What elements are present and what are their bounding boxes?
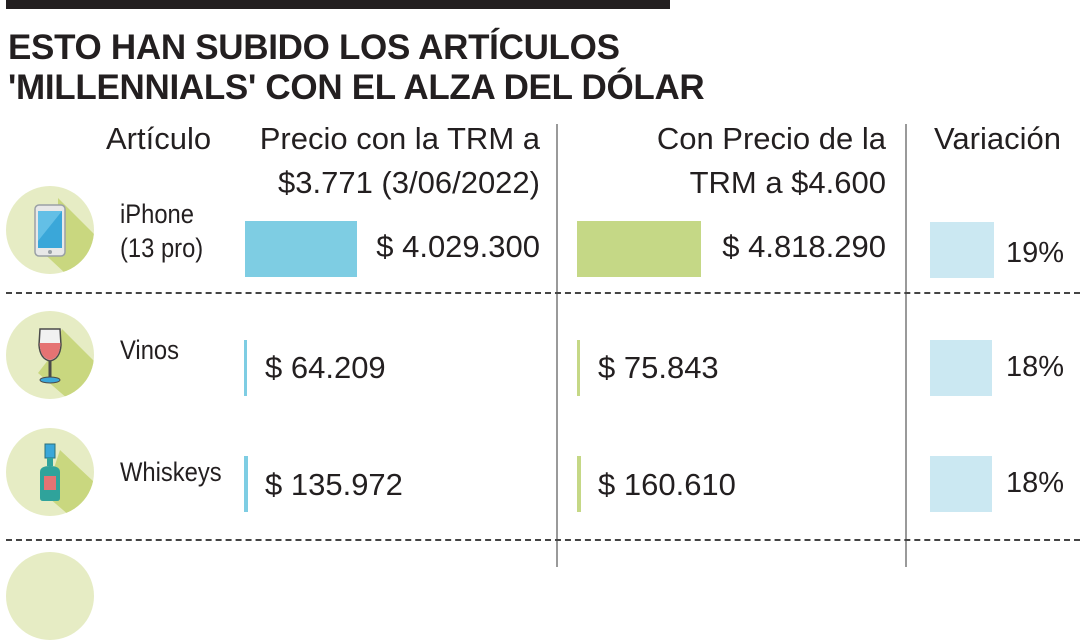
variation-box-iphone: [930, 222, 994, 278]
chart-title: ESTO HAN SUBIDO LOS ARTÍCULOS 'MILLENNIA…: [8, 28, 705, 108]
item-name-whiskeys: Whiskeys: [120, 455, 222, 489]
value-price-new-whiskeys: $ 160.610: [598, 467, 736, 502]
title-line-2: 'MILLENNIALS' CON EL ALZA DEL DÓLAR: [8, 68, 705, 107]
bar-price-new-iphone: [577, 221, 701, 277]
title-line-1: ESTO HAN SUBIDO LOS ARTÍCULOS: [8, 28, 620, 67]
variation-box-whiskeys: [930, 456, 992, 512]
bar-price-old-iphone: [245, 221, 357, 277]
column-divider: [556, 124, 558, 567]
header-item: Artículo: [106, 121, 212, 156]
value-variation-whiskeys: 18%: [1006, 467, 1065, 499]
bar-price-old-vinos: [244, 340, 247, 396]
header-variation: Variación: [934, 121, 1061, 156]
smartphone-icon: [6, 186, 94, 274]
bar-price-old-whiskeys: [244, 456, 248, 512]
item-name-line: Vinos: [120, 335, 180, 365]
value-price-old-iphone: $ 4.029.300: [376, 229, 540, 264]
top-rule: [6, 0, 670, 9]
item-name-line: (13 pro): [120, 233, 204, 263]
item-name-iphone: iPhone (13 pro): [120, 197, 203, 265]
whiskey-bottle-icon: [6, 428, 94, 516]
next-item-icon: [6, 552, 94, 640]
header-price-old: Precio con la TRM a $3.771 (3/06/2022): [250, 117, 540, 205]
value-price-old-whiskeys: $ 135.972: [265, 467, 403, 502]
bar-price-new-whiskeys: [577, 456, 582, 512]
value-variation-vinos: 18%: [1006, 351, 1065, 383]
header-price-new-line-2: TRM a $4.600: [689, 165, 886, 200]
row-separator: [6, 292, 1080, 294]
bar-price-new-vinos: [577, 340, 580, 396]
header-price-old-line-1: Precio con la TRM a: [259, 121, 540, 156]
wine-glass-icon: [6, 311, 94, 399]
value-price-new-iphone: $ 4.818.290: [722, 229, 886, 264]
item-name-line: iPhone: [120, 199, 194, 229]
value-price-new-vinos: $ 75.843: [598, 350, 719, 385]
value-price-old-vinos: $ 64.209: [265, 350, 386, 385]
variation-box-vinos: [930, 340, 992, 396]
value-variation-iphone: 19%: [1006, 237, 1065, 269]
row-separator: [6, 539, 1080, 541]
header-price-new: Con Precio de la TRM a $4.600: [580, 117, 886, 205]
item-name-vinos: Vinos: [120, 333, 179, 367]
header-price-new-line-1: Con Precio de la: [656, 121, 886, 156]
header-price-old-line-2: $3.771 (3/06/2022): [278, 165, 540, 200]
item-name-line: Whiskeys: [120, 457, 222, 487]
column-divider: [905, 124, 907, 567]
